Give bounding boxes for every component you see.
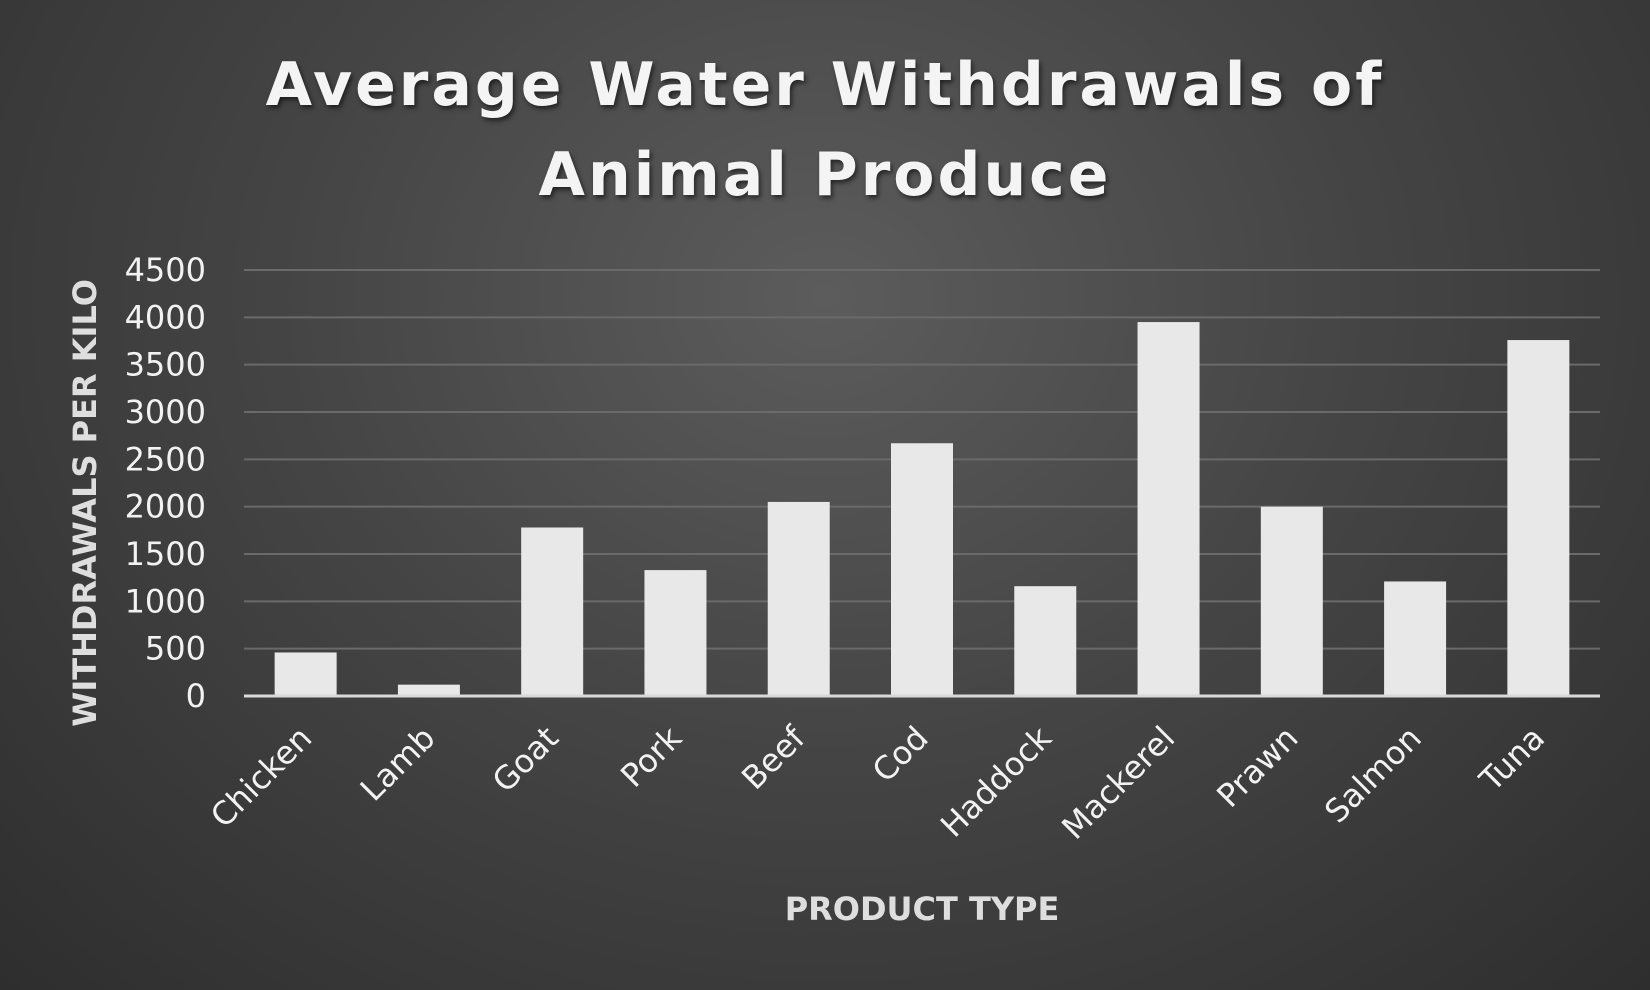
y-tick-label: 3000 <box>125 393 206 431</box>
y-tick-label: 2000 <box>125 488 206 526</box>
x-tick-label: Salmon <box>1317 719 1429 831</box>
bar-pork <box>644 570 707 696</box>
bar-lamb <box>397 684 460 696</box>
y-tick-label: 4000 <box>125 298 206 336</box>
x-tick-label: Haddock <box>933 718 1059 844</box>
y-tick-label: 4500 <box>125 251 206 289</box>
bar-chicken <box>274 652 337 696</box>
y-tick-label: 2500 <box>125 440 206 478</box>
x-tick-label: Prawn <box>1209 719 1305 815</box>
x-axis-title: PRODUCT TYPE <box>785 890 1060 928</box>
y-tick-label: 1500 <box>125 535 206 573</box>
chart-title: Average Water Withdrawals of Animal Prod… <box>265 50 1385 210</box>
x-tick-label: Cod <box>865 719 936 790</box>
y-tick-label: 1000 <box>125 582 206 620</box>
x-tick-label: Lamb <box>353 719 443 809</box>
bar-beef <box>767 501 830 696</box>
x-tick-label: Tuna <box>1472 719 1553 800</box>
bar-mackerel <box>1137 322 1200 696</box>
bar-tuna <box>1507 340 1570 696</box>
x-tick-label: Pork <box>613 718 689 794</box>
y-tick-label: 3500 <box>125 346 206 384</box>
x-tick-label: Mackerel <box>1054 719 1182 847</box>
bar-haddock <box>1014 586 1077 696</box>
x-tick-label: Beef <box>734 718 813 797</box>
bar-cod <box>891 443 953 696</box>
y-tick-label: 0 <box>186 677 206 715</box>
x-tick-label: Chicken <box>203 719 319 835</box>
x-tick-label: Goat <box>485 719 566 800</box>
bar-salmon <box>1384 581 1447 696</box>
bar-prawn <box>1260 506 1323 696</box>
labels: 0 500 1000 1500 2000 2500 3000 3500 4000 4500 Chic… <box>125 251 1552 847</box>
bar-goat <box>521 527 584 696</box>
y-tick-label: 500 <box>145 630 206 668</box>
y-axis-title: WITHDRAWALS PER KILO <box>66 279 104 727</box>
bars <box>274 322 1570 696</box>
